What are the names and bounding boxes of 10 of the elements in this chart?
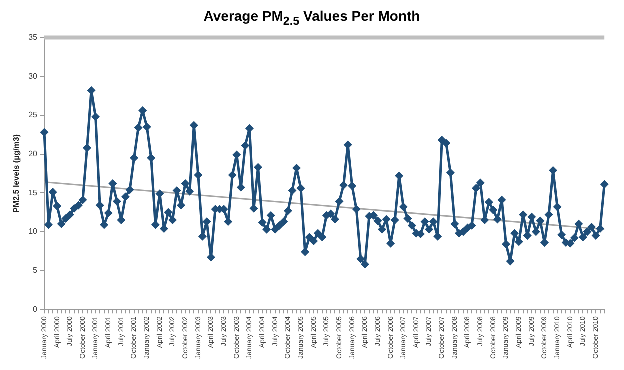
y-tick-label: 35 xyxy=(28,33,38,42)
chart-title: Average PM$_{2.5}$ Values Per Month xyxy=(202,8,422,30)
y-tick-label: 20 xyxy=(28,149,38,158)
y-tick-label: 30 xyxy=(28,72,38,81)
y-tick-label: 5 xyxy=(33,266,38,275)
y-tick-label: 25 xyxy=(28,110,38,120)
y-tick-label: 15 xyxy=(28,188,38,198)
y-tick-label: 10 xyxy=(28,227,38,236)
y-axis-title: PM2.5 levels (µg/m3) xyxy=(12,134,22,213)
y-tick-label: 0 xyxy=(33,304,38,314)
